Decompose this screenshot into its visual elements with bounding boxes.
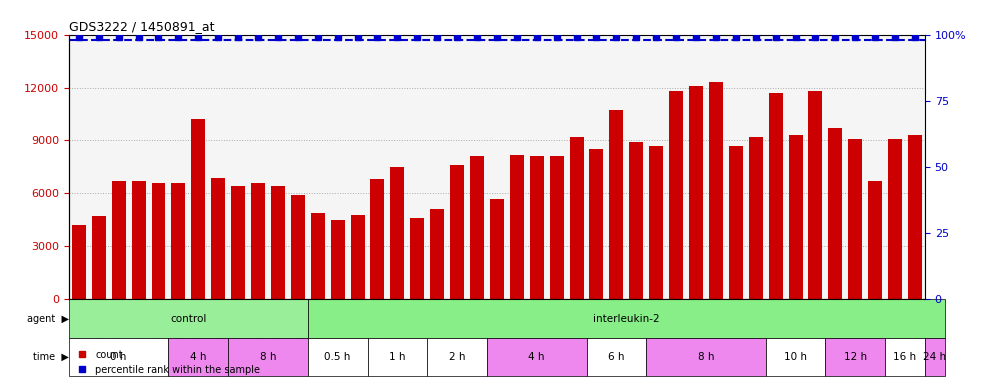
Text: 24 h: 24 h: [923, 352, 947, 362]
Text: 6 h: 6 h: [608, 352, 625, 362]
Bar: [689, 86, 703, 299]
FancyBboxPatch shape: [308, 299, 945, 338]
Text: 1 h: 1 h: [389, 352, 405, 362]
Bar: [171, 183, 185, 299]
FancyBboxPatch shape: [826, 338, 886, 376]
Bar: [889, 139, 902, 299]
Bar: [829, 128, 842, 299]
FancyBboxPatch shape: [69, 299, 308, 338]
FancyBboxPatch shape: [586, 338, 646, 376]
Text: 8 h: 8 h: [260, 352, 277, 362]
Bar: [391, 167, 404, 299]
Bar: [788, 135, 803, 299]
Text: 10 h: 10 h: [784, 352, 807, 362]
Bar: [609, 111, 623, 299]
Bar: [630, 142, 644, 299]
FancyBboxPatch shape: [427, 338, 487, 376]
Bar: [212, 177, 225, 299]
Bar: [311, 213, 325, 299]
Bar: [868, 181, 883, 299]
Text: 8 h: 8 h: [698, 352, 714, 362]
FancyBboxPatch shape: [228, 338, 308, 376]
Text: GDS3222 / 1450891_at: GDS3222 / 1450891_at: [69, 20, 215, 33]
Bar: [450, 165, 464, 299]
Bar: [191, 119, 206, 299]
Bar: [152, 183, 165, 299]
Bar: [430, 209, 444, 299]
Bar: [490, 199, 504, 299]
Text: 12 h: 12 h: [843, 352, 867, 362]
Text: 4 h: 4 h: [190, 352, 207, 362]
Bar: [529, 156, 544, 299]
Bar: [291, 195, 305, 299]
Bar: [112, 181, 126, 299]
Bar: [371, 179, 385, 299]
Text: 4 h: 4 h: [528, 352, 545, 362]
FancyBboxPatch shape: [766, 338, 826, 376]
FancyBboxPatch shape: [925, 338, 945, 376]
Text: 16 h: 16 h: [893, 352, 917, 362]
Bar: [92, 216, 105, 299]
FancyBboxPatch shape: [886, 338, 925, 376]
Bar: [231, 186, 245, 299]
Bar: [589, 149, 603, 299]
Bar: [908, 135, 922, 299]
Bar: [669, 91, 683, 299]
Bar: [410, 218, 424, 299]
FancyBboxPatch shape: [367, 338, 427, 376]
Bar: [769, 93, 782, 299]
Bar: [708, 82, 723, 299]
Bar: [809, 91, 823, 299]
FancyBboxPatch shape: [69, 338, 168, 376]
Text: 0 h: 0 h: [110, 352, 127, 362]
FancyBboxPatch shape: [168, 338, 228, 376]
FancyBboxPatch shape: [308, 338, 367, 376]
Legend: count, percentile rank within the sample: count, percentile rank within the sample: [74, 346, 264, 378]
FancyBboxPatch shape: [646, 338, 766, 376]
Bar: [331, 220, 344, 299]
Text: 0.5 h: 0.5 h: [325, 352, 351, 362]
Bar: [550, 156, 564, 299]
Text: 2 h: 2 h: [449, 352, 465, 362]
Text: time  ▶: time ▶: [33, 352, 69, 362]
Bar: [132, 181, 146, 299]
Text: interleukin-2: interleukin-2: [593, 314, 659, 324]
FancyBboxPatch shape: [487, 338, 586, 376]
Bar: [350, 215, 364, 299]
Bar: [72, 225, 86, 299]
Bar: [649, 146, 663, 299]
Bar: [729, 146, 743, 299]
Bar: [271, 186, 285, 299]
Text: agent  ▶: agent ▶: [27, 314, 69, 324]
Bar: [470, 156, 484, 299]
Bar: [570, 137, 584, 299]
Bar: [510, 155, 523, 299]
Bar: [848, 139, 862, 299]
Bar: [251, 183, 265, 299]
Bar: [749, 137, 763, 299]
Text: control: control: [170, 314, 207, 324]
